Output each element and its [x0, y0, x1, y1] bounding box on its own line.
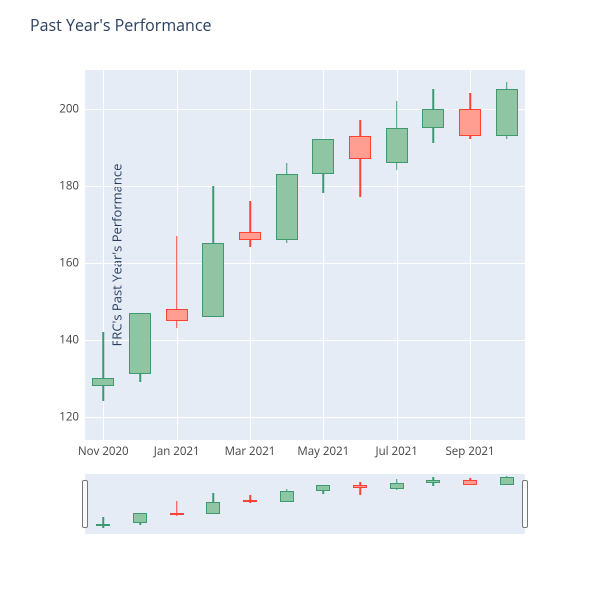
y-tick-label: 200: [59, 101, 79, 116]
y-tick-label: 120: [59, 409, 79, 424]
x-tick-label: Nov 2020: [78, 444, 129, 459]
gridline-vertical: [323, 70, 324, 440]
candle-body: [202, 243, 224, 316]
candle-wick: [103, 517, 105, 528]
gridline-horizontal: [85, 340, 525, 341]
candle-body: [353, 485, 367, 489]
candle-body: [133, 513, 147, 523]
y-tick-label: 140: [59, 332, 79, 347]
candle-body: [92, 378, 114, 386]
x-tick-label: May 2021: [297, 444, 349, 459]
candle-body: [206, 502, 220, 514]
x-tick-label: Sep 2021: [445, 444, 494, 459]
candle-body: [459, 109, 481, 136]
candle-body: [496, 89, 518, 135]
candle-body: [426, 480, 440, 483]
x-tick-label: Mar 2021: [225, 444, 276, 459]
range-slider[interactable]: [85, 474, 525, 534]
candle-body: [349, 136, 371, 159]
candle-body: [463, 480, 477, 484]
candle-body: [386, 128, 408, 163]
candle-body: [316, 485, 330, 491]
gridline-horizontal: [85, 263, 525, 264]
slider-handle-left[interactable]: [82, 480, 88, 528]
chart-title: Past Year's Performance: [30, 14, 212, 36]
candle-wick: [249, 201, 251, 247]
candle-body: [276, 174, 298, 240]
gridline-horizontal: [85, 186, 525, 187]
x-tick-label: Jan 2021: [154, 444, 200, 459]
y-tick-label: 160: [59, 255, 79, 270]
candle-body: [243, 500, 257, 502]
candle-wick: [103, 332, 105, 401]
candle-body: [239, 232, 261, 240]
main-chart[interactable]: FRC's Past Year's Performance 1201401601…: [85, 70, 525, 440]
candle-body: [166, 309, 188, 321]
y-tick-label: 180: [59, 178, 79, 193]
candle-body: [312, 139, 334, 174]
candle-body: [96, 524, 110, 526]
x-tick-label: Jul 2021: [375, 444, 417, 459]
candle-body: [422, 109, 444, 128]
y-axis-label: FRC's Past Year's Performance: [107, 164, 125, 347]
slider-handle-right[interactable]: [522, 480, 528, 528]
candle-body: [129, 313, 151, 375]
gridline-horizontal: [85, 417, 525, 418]
candle-body: [500, 477, 514, 485]
candle-body: [170, 513, 184, 515]
candle-body: [280, 491, 294, 502]
candle-body: [390, 483, 404, 489]
gridline-vertical: [250, 70, 251, 440]
